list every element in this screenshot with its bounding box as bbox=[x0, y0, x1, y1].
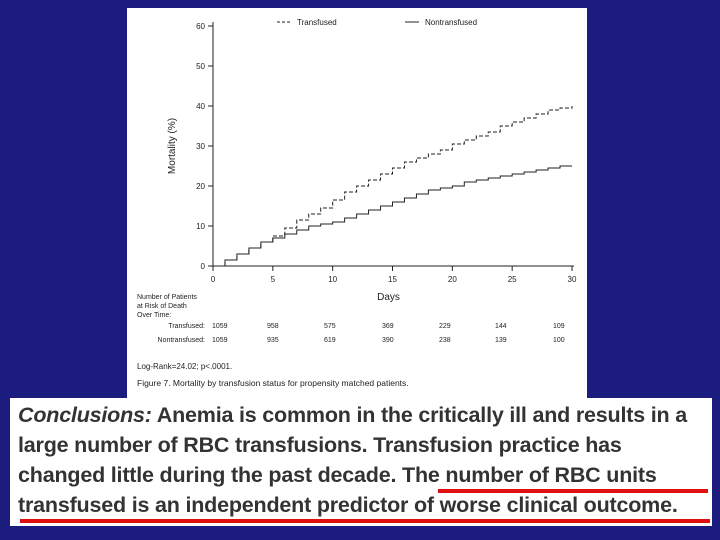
risk-cell: 109 bbox=[553, 323, 565, 330]
conclusions-panel: Conclusions: Anemia is common in the cri… bbox=[10, 398, 712, 526]
y-tick-label: 0 bbox=[201, 262, 206, 271]
risk-cell: 575 bbox=[324, 323, 336, 330]
y-tick-label: 60 bbox=[196, 22, 205, 31]
risk-cell: 1059 bbox=[212, 337, 228, 344]
risk-cell: 1059 bbox=[212, 323, 228, 330]
figure-panel: 0 10 20 30 40 50 60 0 5 10 15 20 25 30 Mortality (%) Da… bbox=[127, 8, 587, 398]
risk-table-title: Number of Patients at Risk of Death Over… bbox=[137, 294, 197, 319]
figure-caption: Figure 7. Mortality by transfusion statu… bbox=[137, 378, 409, 388]
mortality-chart: 0 10 20 30 40 50 60 0 5 10 15 20 25 30 Mortality (%) Da… bbox=[167, 18, 577, 303]
risk-cell: 229 bbox=[439, 323, 451, 330]
y-tick-label: 20 bbox=[196, 182, 205, 191]
x-tick-label: 15 bbox=[388, 275, 397, 284]
x-tick-label: 20 bbox=[448, 275, 457, 284]
x-tick-label: 25 bbox=[508, 275, 517, 284]
risk-row-label: Nontransfused: bbox=[157, 337, 205, 344]
risk-cell: 100 bbox=[553, 337, 565, 344]
highlight-underline-2 bbox=[20, 519, 710, 523]
x-tick-label: 5 bbox=[271, 275, 276, 284]
y-tick-label: 10 bbox=[196, 222, 205, 231]
y-tick-label: 30 bbox=[196, 142, 205, 151]
legend-label-transfused: Transfused bbox=[297, 18, 337, 27]
conclusions-text: Conclusions: Anemia is common in the cri… bbox=[18, 400, 710, 520]
risk-cell: 619 bbox=[324, 337, 336, 344]
legend-label-nontransfused: Nontransfused bbox=[425, 18, 477, 27]
stats-note: Log-Rank=24.02; p<.0001. bbox=[137, 362, 233, 371]
risk-row-label: Transfused: bbox=[168, 323, 205, 330]
risk-cell: 390 bbox=[382, 337, 394, 344]
highlight-underline-1 bbox=[438, 489, 708, 493]
x-tick-label: 10 bbox=[328, 275, 337, 284]
x-tick-label: 0 bbox=[211, 275, 216, 284]
risk-cell: 958 bbox=[267, 323, 279, 330]
series-line-transfused bbox=[213, 106, 573, 267]
y-axis-label: Mortality (%) bbox=[167, 118, 178, 174]
risk-cell: 238 bbox=[439, 337, 451, 344]
conclusions-lead: Conclusions: bbox=[18, 403, 152, 427]
x-axis-label: Days bbox=[377, 292, 400, 303]
risk-cell: 144 bbox=[495, 323, 507, 330]
series-line-nontransfused bbox=[213, 165, 572, 267]
risk-cell: 139 bbox=[495, 337, 507, 344]
y-tick-label: 40 bbox=[196, 102, 205, 111]
conclusions-body: Anemia is common in the critically ill a… bbox=[18, 403, 687, 517]
y-tick-label: 50 bbox=[196, 62, 205, 71]
risk-cell: 369 bbox=[382, 323, 394, 330]
x-tick-label: 30 bbox=[568, 275, 577, 284]
risk-cell: 935 bbox=[267, 337, 279, 344]
